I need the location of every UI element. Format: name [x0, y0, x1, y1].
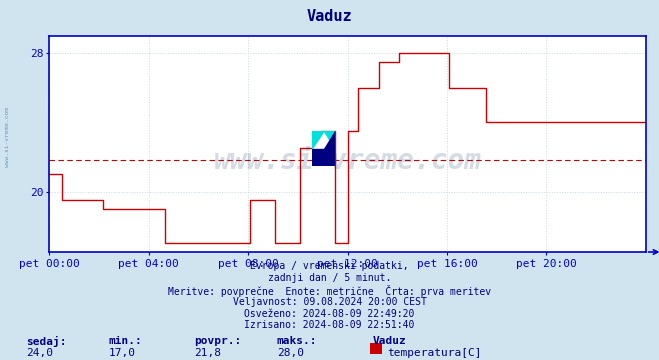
Text: Meritve: povprečne  Enote: metrične  Črta: prva meritev: Meritve: povprečne Enote: metrične Črta:… [168, 285, 491, 297]
Text: Evropa / vremenski podatki,: Evropa / vremenski podatki, [250, 261, 409, 271]
Text: Osveženo: 2024-08-09 22:49:20: Osveženo: 2024-08-09 22:49:20 [244, 309, 415, 319]
Text: maks.:: maks.: [277, 336, 317, 346]
Text: www.si-vreme.com: www.si-vreme.com [5, 107, 11, 167]
Text: Veljavnost: 09.08.2024 20:00 CEST: Veljavnost: 09.08.2024 20:00 CEST [233, 297, 426, 307]
Polygon shape [312, 148, 335, 166]
Text: 28,0: 28,0 [277, 348, 304, 359]
Text: 24,0: 24,0 [26, 348, 53, 359]
Text: 21,8: 21,8 [194, 348, 221, 359]
Polygon shape [312, 131, 324, 148]
Text: Izrisano: 2024-08-09 22:51:40: Izrisano: 2024-08-09 22:51:40 [244, 320, 415, 330]
Text: 17,0: 17,0 [109, 348, 136, 359]
Polygon shape [312, 131, 324, 148]
Text: www.si-vreme.com: www.si-vreme.com [214, 147, 482, 175]
Text: min.:: min.: [109, 336, 142, 346]
Polygon shape [324, 131, 335, 148]
Text: sedaj:: sedaj: [26, 336, 67, 347]
Text: Vaduz: Vaduz [372, 336, 406, 346]
Text: povpr.:: povpr.: [194, 336, 242, 346]
Text: Vaduz: Vaduz [306, 9, 353, 24]
Polygon shape [324, 131, 335, 148]
Text: temperatura[C]: temperatura[C] [387, 348, 482, 359]
Text: zadnji dan / 5 minut.: zadnji dan / 5 minut. [268, 273, 391, 283]
